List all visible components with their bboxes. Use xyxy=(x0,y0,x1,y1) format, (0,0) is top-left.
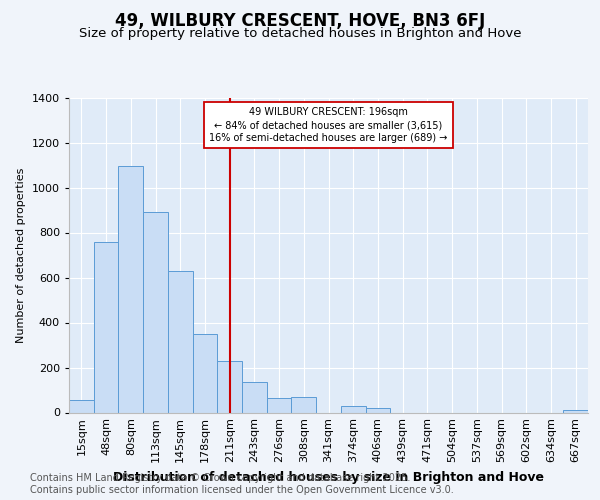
Bar xyxy=(365,408,390,412)
Text: 49, WILBURY CRESCENT, HOVE, BN3 6FJ: 49, WILBURY CRESCENT, HOVE, BN3 6FJ xyxy=(115,12,485,30)
Bar xyxy=(118,166,143,412)
Bar xyxy=(341,406,365,412)
Bar xyxy=(69,400,94,412)
Bar xyxy=(267,398,292,412)
Bar xyxy=(292,397,316,412)
X-axis label: Distribution of detached houses by size in Brighton and Hove: Distribution of detached houses by size … xyxy=(113,470,544,484)
Bar xyxy=(242,382,267,412)
Bar xyxy=(143,212,168,412)
Y-axis label: Number of detached properties: Number of detached properties xyxy=(16,168,26,342)
Bar xyxy=(193,334,217,412)
Bar xyxy=(217,361,242,412)
Bar xyxy=(168,271,193,412)
Text: Contains HM Land Registry data © Crown copyright and database right 2025.
Contai: Contains HM Land Registry data © Crown c… xyxy=(30,474,454,495)
Bar xyxy=(94,242,118,412)
Text: Size of property relative to detached houses in Brighton and Hove: Size of property relative to detached ho… xyxy=(79,28,521,40)
Text: 49 WILBURY CRESCENT: 196sqm
← 84% of detached houses are smaller (3,615)
16% of : 49 WILBURY CRESCENT: 196sqm ← 84% of det… xyxy=(209,107,448,144)
Bar xyxy=(563,410,588,412)
